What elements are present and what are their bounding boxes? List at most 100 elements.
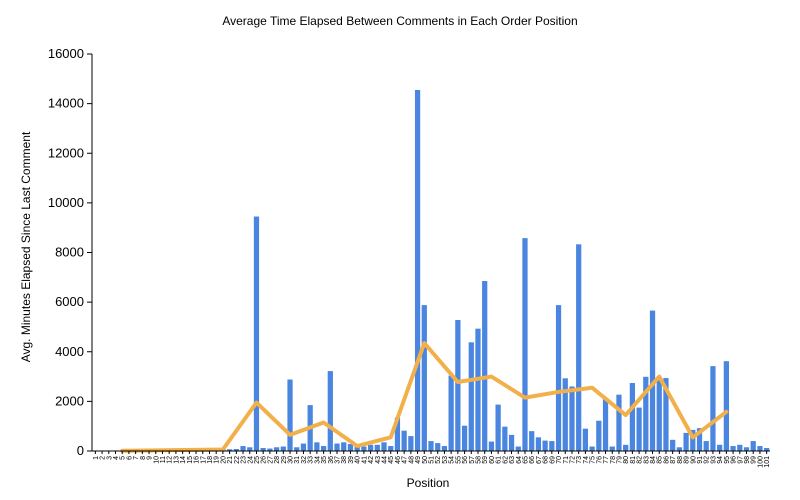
bar-25 (253, 216, 260, 451)
bar-63 (508, 434, 515, 451)
x-tick-label: 12 (167, 456, 174, 464)
x-tick-label: 17 (200, 456, 207, 464)
bar-62 (502, 426, 508, 451)
bar-79 (616, 394, 622, 451)
y-tick-label: 6000 (55, 294, 84, 309)
bar-80 (623, 444, 629, 451)
bar-68 (542, 440, 548, 451)
x-tick-label: 1 (93, 456, 100, 460)
bar-61 (495, 404, 501, 451)
x-tick-label: 72 (569, 456, 576, 464)
x-tick-label: 42 (368, 456, 375, 464)
bar-29 (280, 446, 286, 451)
x-tick-label: 25 (254, 456, 261, 464)
x-tick-label: 69 (549, 456, 556, 464)
x-tick-label: 9 (147, 456, 154, 460)
bar-22 (233, 449, 239, 451)
bar-78 (609, 446, 615, 451)
x-tick-label: 49 (415, 456, 422, 464)
bar-51 (428, 441, 434, 451)
x-tick-label: 80 (623, 456, 630, 464)
bar-34 (314, 442, 320, 451)
x-tick-label: 95 (724, 456, 731, 464)
bar-54 (448, 375, 454, 451)
bar-89 (683, 432, 689, 451)
bar-74 (582, 428, 589, 451)
y-tick-label: 12000 (48, 145, 84, 160)
bar-70 (555, 305, 562, 451)
bar-41 (361, 446, 367, 451)
x-tick-label: 46 (395, 456, 402, 464)
x-tick-label: 89 (684, 456, 691, 464)
x-tick-label: 26 (261, 456, 268, 464)
bar-73 (576, 244, 582, 451)
average-line (120, 341, 729, 453)
bar-85 (656, 377, 662, 451)
bar-94 (717, 444, 723, 451)
bar-21 (227, 449, 233, 451)
x-tick-label: 5 (120, 456, 127, 460)
x-tick-label: 100 (757, 456, 764, 468)
x-tick-label: 27 (267, 456, 274, 464)
x-tick-label: 32 (301, 456, 308, 464)
x-tick-label: 24 (247, 456, 254, 464)
x-tick-label: 98 (744, 456, 751, 464)
x-tick-label: 11 (160, 456, 167, 463)
bar-46 (394, 417, 401, 451)
x-tick-label: 10 (153, 456, 160, 464)
x-tick-label: 19 (214, 456, 221, 464)
x-tick-label: 86 (663, 456, 670, 464)
x-tick-label: 81 (630, 456, 637, 464)
y-tick-label: 16000 (48, 46, 84, 61)
x-tick-label: 47 (402, 456, 409, 464)
x-tick-label: 28 (274, 456, 281, 464)
bar-60 (488, 441, 495, 451)
bar-36 (327, 371, 333, 451)
bar-81 (629, 383, 636, 451)
x-tick-label: 82 (637, 456, 644, 464)
bar-67 (535, 437, 542, 451)
x-tick-label: 76 (596, 456, 603, 464)
bar-65 (522, 238, 528, 451)
x-tick-label: 63 (509, 456, 516, 464)
bar-88 (676, 447, 682, 451)
x-tick-label: 52 (435, 456, 442, 464)
bar-96 (730, 446, 736, 451)
x-tick-label: 41 (361, 456, 368, 464)
x-tick-label: 6 (126, 456, 133, 460)
bar-45 (388, 446, 394, 451)
x-tick-label: 70 (556, 456, 563, 464)
y-tick-label: 8000 (55, 245, 84, 260)
x-tick-label: 38 (341, 456, 348, 464)
bar-75 (589, 446, 595, 451)
x-tick-label: 77 (603, 456, 610, 464)
x-tick-label: 71 (563, 456, 570, 464)
bar-39 (347, 444, 354, 451)
x-tick-label: 94 (717, 456, 724, 464)
bar-84 (649, 310, 656, 451)
x-tick-label: 55 (455, 456, 462, 464)
x-tick-label: 65 (522, 456, 529, 464)
bar-93 (710, 366, 716, 451)
bar-49 (414, 89, 421, 451)
x-tick-label: 60 (489, 456, 496, 464)
x-tick-label: 4 (113, 456, 120, 460)
bar-86 (663, 378, 669, 451)
bar-27 (267, 448, 273, 451)
x-tick-label: 20 (220, 456, 227, 464)
bar-100 (757, 446, 763, 451)
x-tick-label: 16 (194, 456, 201, 464)
bar-23 (240, 446, 246, 451)
bar-38 (341, 442, 347, 451)
x-tick-label: 97 (737, 456, 744, 464)
x-tick-label: 31 (294, 456, 301, 464)
bar-64 (515, 446, 521, 451)
x-tick-label: 88 (677, 456, 684, 464)
bar-99 (750, 441, 756, 451)
x-tick-label: 45 (388, 456, 395, 464)
x-tick-label: 7 (133, 456, 140, 460)
x-tick-label: 99 (751, 456, 758, 464)
x-tick-label: 8 (140, 456, 147, 460)
